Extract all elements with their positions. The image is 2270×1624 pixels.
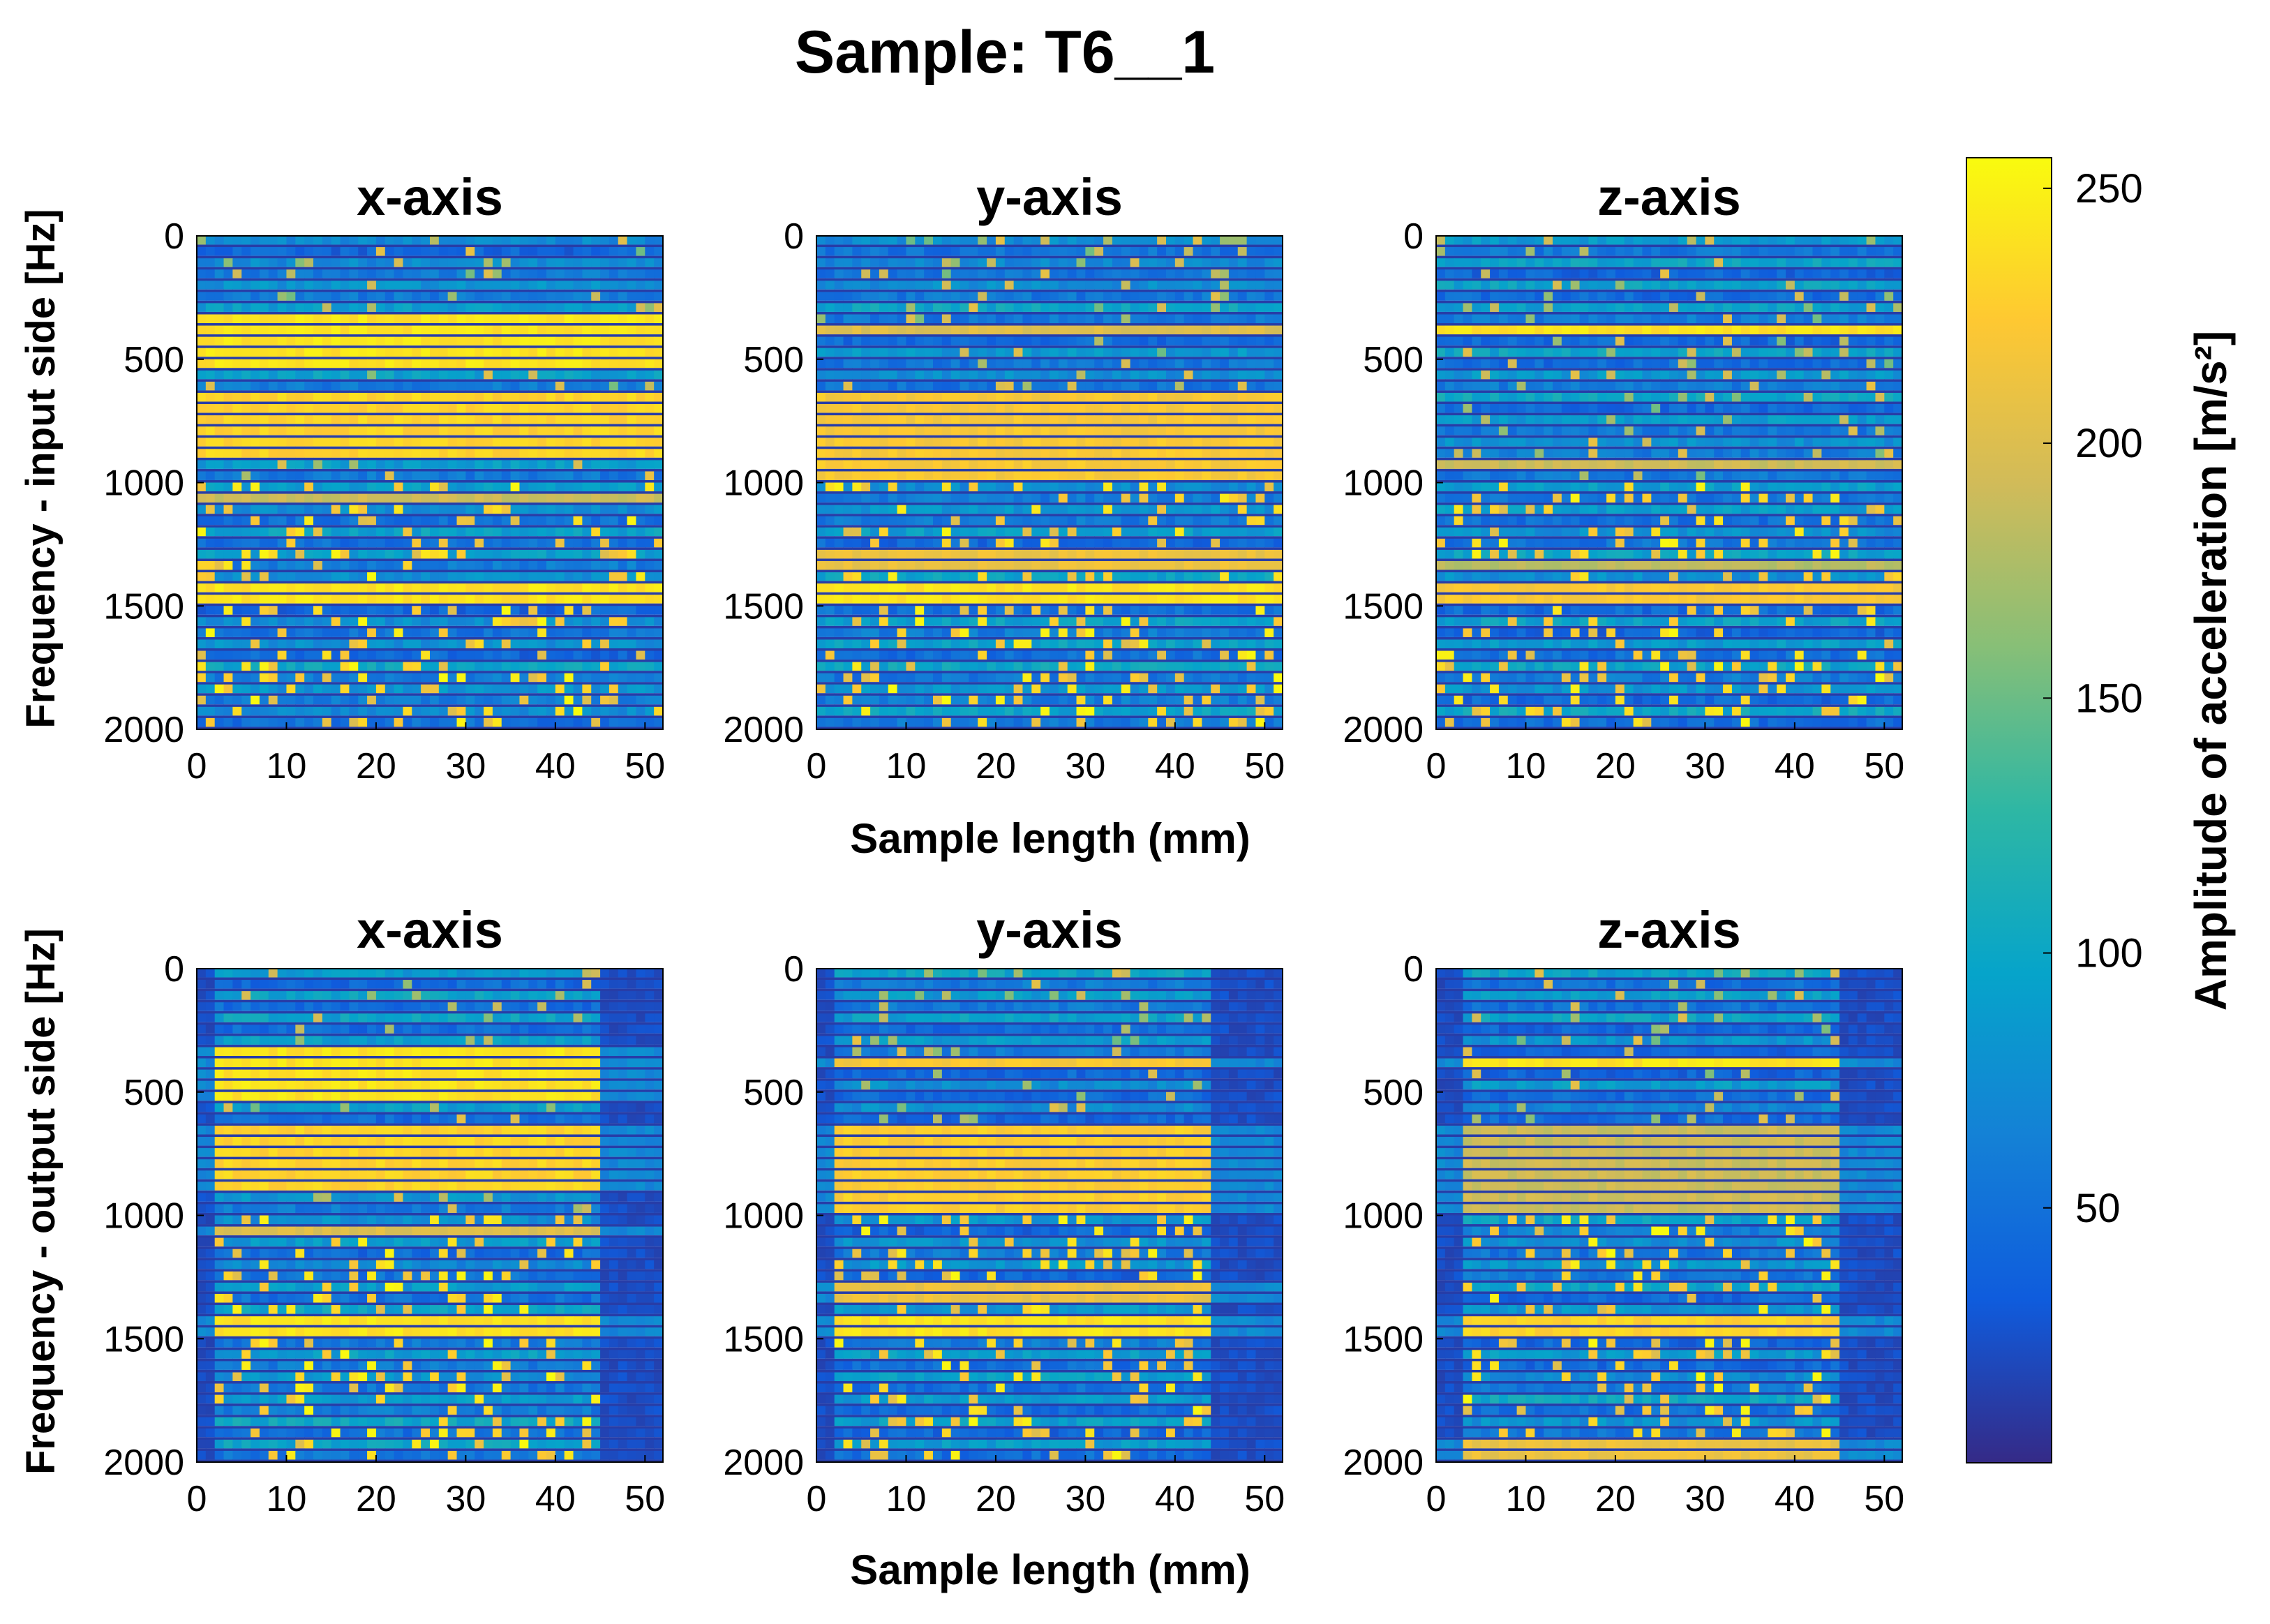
y-tick-label: 1000 <box>103 463 184 504</box>
y-tick-label: 1500 <box>103 586 184 627</box>
x-tick-label: 30 <box>1065 746 1105 787</box>
x-tick-label: 10 <box>886 1479 927 1519</box>
x-tick-label: 10 <box>267 1479 307 1519</box>
y-tick-label: 2000 <box>723 710 804 750</box>
y-tick-label: 0 <box>164 949 184 990</box>
y-tick-label: 2000 <box>103 710 184 750</box>
y-tick-label: 1000 <box>103 1196 184 1237</box>
y-tick-label: 0 <box>164 216 184 257</box>
y-tick-label: 0 <box>1403 949 1424 990</box>
y-tick-label: 1500 <box>1343 1319 1424 1359</box>
xlabel-bottom: Sample length (mm) <box>850 1547 1250 1593</box>
colorbar-gradient <box>1966 157 2052 1463</box>
y-tick-label: 500 <box>743 340 804 380</box>
x-tick-label: 20 <box>976 746 1016 787</box>
x-tick-label: 30 <box>445 1479 486 1519</box>
colorbar-tick-label: 250 <box>2075 166 2143 211</box>
y-axis-label: Frequency - output side [Hz] <box>18 928 64 1475</box>
y-tick-label: 1000 <box>1343 1196 1424 1237</box>
y-tick-label: 0 <box>784 949 804 990</box>
x-tick-label: 50 <box>625 746 665 787</box>
panel-title: z-axis <box>1597 901 1741 959</box>
x-tick-label: 0 <box>1426 746 1447 787</box>
x-tick-label: 20 <box>1595 1479 1636 1519</box>
x-tick-label: 40 <box>1775 1479 1815 1519</box>
x-tick-label: 50 <box>1244 1479 1285 1519</box>
x-tick-label: 40 <box>1155 1479 1195 1519</box>
y-tick-label: 2000 <box>1343 710 1424 750</box>
heatmap-cells <box>197 236 664 730</box>
panel-title: z-axis <box>1597 168 1741 226</box>
y-tick-label: 2000 <box>723 1443 804 1483</box>
y-tick-label: 500 <box>743 1073 804 1113</box>
x-tick-label: 0 <box>1426 1479 1447 1519</box>
y-tick-label: 1500 <box>103 1319 184 1359</box>
panel-title: y-axis <box>976 901 1123 959</box>
colorbar-tick-label: 100 <box>2075 931 2143 976</box>
x-tick-label: 30 <box>1685 1479 1725 1519</box>
y-tick-label: 500 <box>1363 1073 1424 1113</box>
heatmap-cells <box>816 236 1283 730</box>
colorbar-label: Amplitude of acceleration [m/s²] <box>2186 331 2236 1011</box>
x-tick-label: 10 <box>886 746 927 787</box>
x-tick-label: 20 <box>356 1479 396 1519</box>
x-tick-label: 30 <box>1685 746 1725 787</box>
y-tick-label: 1500 <box>723 586 804 627</box>
colorbar-tick-label: 200 <box>2075 421 2143 466</box>
x-tick-label: 20 <box>356 746 396 787</box>
panel-title: x-axis <box>357 901 503 959</box>
heatmap-cells <box>1436 969 1903 1463</box>
y-tick-label: 500 <box>124 340 184 380</box>
y-axis-label: Frequency - input side [Hz] <box>18 209 64 728</box>
y-tick-label: 2000 <box>1343 1443 1424 1483</box>
x-tick-label: 50 <box>1864 1479 1904 1519</box>
x-tick-label: 0 <box>807 1479 827 1519</box>
xlabel-top: Sample length (mm) <box>850 815 1250 862</box>
colorbar: 250 200 150 100 50 Amplitude of acceleration … <box>1966 157 2236 1463</box>
y-tick-label: 1500 <box>1343 586 1424 627</box>
x-tick-label: 0 <box>807 746 827 787</box>
x-tick-label: 20 <box>976 1479 1016 1519</box>
y-tick-label: 1000 <box>1343 463 1424 504</box>
x-tick-label: 50 <box>1864 746 1904 787</box>
figure-title: Sample: T6__1 <box>795 19 1215 86</box>
x-tick-label: 40 <box>1775 746 1815 787</box>
y-tick-label: 1000 <box>723 1196 804 1237</box>
panel-title: x-axis <box>357 168 503 226</box>
y-tick-label: 2000 <box>103 1443 184 1483</box>
x-tick-label: 50 <box>625 1479 665 1519</box>
x-tick-label: 0 <box>187 746 207 787</box>
x-tick-label: 40 <box>1155 746 1195 787</box>
x-tick-label: 10 <box>1506 1479 1546 1519</box>
y-tick-label: 500 <box>1363 340 1424 380</box>
y-tick-label: 0 <box>1403 216 1424 257</box>
y-tick-label: 1500 <box>723 1319 804 1359</box>
x-tick-label: 40 <box>535 746 576 787</box>
x-tick-label: 20 <box>1595 746 1636 787</box>
x-tick-label: 40 <box>535 1479 576 1519</box>
panel-title: y-axis <box>976 168 1123 226</box>
x-tick-label: 50 <box>1244 746 1285 787</box>
panels: 0 10 20 30 40 500500100015002000x-axisFrequen… <box>18 168 1904 1519</box>
x-tick-label: 30 <box>445 746 486 787</box>
heatmap-cells <box>1436 236 1903 730</box>
heatmap-panel-output-x-axis: 0 10 20 30 40 500500100015002000x-axisFrequen… <box>18 901 665 1519</box>
colorbar-tick-label: 50 <box>2075 1186 2121 1231</box>
x-tick-label: 0 <box>187 1479 207 1519</box>
y-tick-label: 500 <box>124 1073 184 1113</box>
y-tick-label: 0 <box>784 216 804 257</box>
colorbar-tick-label: 150 <box>2075 676 2143 721</box>
y-tick-label: 1000 <box>723 463 804 504</box>
heatmap-panel-input-x-axis: 0 10 20 30 40 500500100015002000x-axisFrequen… <box>18 168 665 787</box>
x-tick-label: 10 <box>267 746 307 787</box>
heatmap-cells <box>197 969 664 1463</box>
x-tick-label: 30 <box>1065 1479 1105 1519</box>
heatmap-cells <box>816 969 1283 1463</box>
x-tick-label: 10 <box>1506 746 1546 787</box>
